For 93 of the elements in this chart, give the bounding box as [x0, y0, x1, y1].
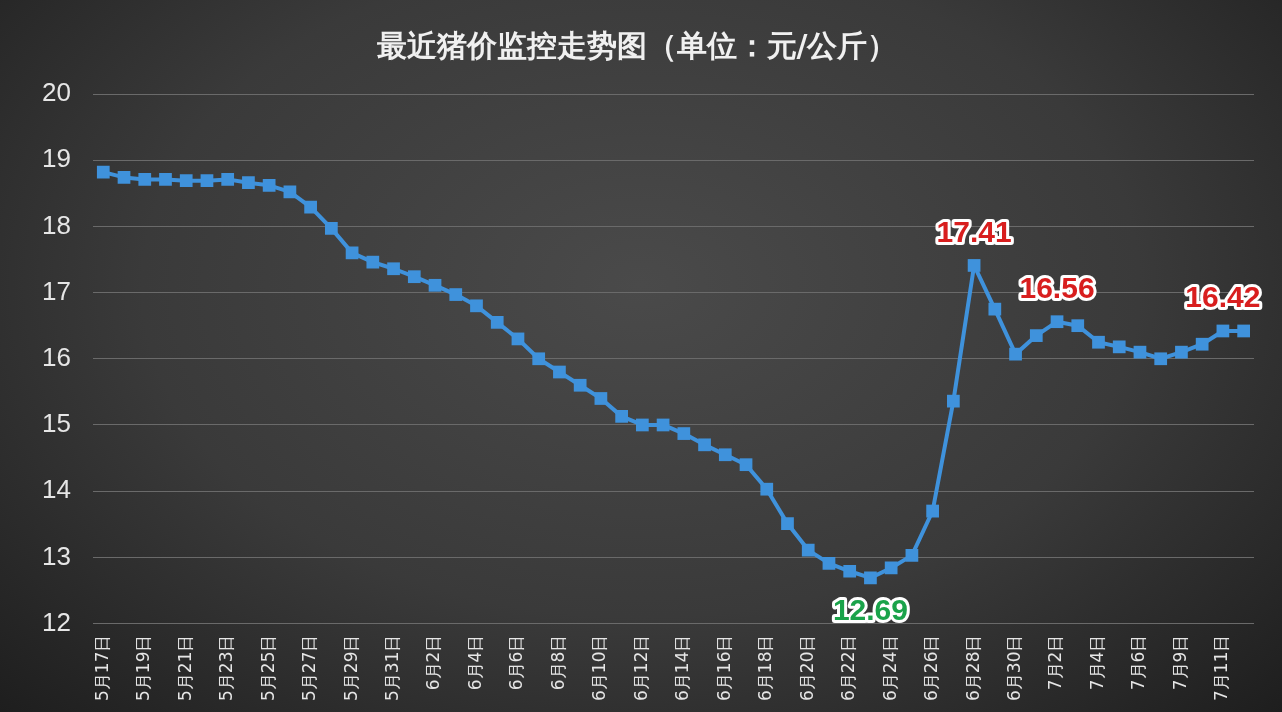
x-tick-label: 7月2日: [1045, 634, 1066, 691]
y-tick-label: 16: [42, 341, 71, 372]
x-tick-label: 7月9日: [1169, 634, 1190, 691]
y-tick-label: 20: [42, 77, 71, 108]
y-tick-label: 18: [42, 209, 71, 240]
point: [1133, 345, 1147, 359]
point: [594, 392, 608, 405]
x-tick-label: 5月29日: [340, 634, 361, 702]
x-tick-label: 5月27日: [299, 634, 320, 702]
x-tick-label: 6月26日: [921, 634, 942, 702]
point: [407, 270, 421, 284]
point: [117, 171, 131, 184]
y-tick-label: 19: [42, 143, 71, 174]
point: [905, 549, 919, 562]
point: [490, 316, 504, 329]
point: [1009, 347, 1022, 361]
point: [884, 561, 898, 575]
x-tick-label: 5月31日: [381, 634, 402, 702]
point: [760, 482, 774, 496]
x-tick-label: 6月20日: [796, 634, 817, 702]
point: [532, 352, 546, 366]
point: [242, 176, 255, 190]
point: [1175, 345, 1188, 359]
x-tick-label: 6月4日: [464, 634, 485, 691]
x-tick-label: 6月14日: [672, 634, 693, 702]
point: [470, 299, 483, 313]
point: [801, 543, 815, 557]
point: [926, 504, 939, 518]
point: [967, 259, 981, 272]
x-tick-label: 6月12日: [630, 634, 651, 702]
x-tick-label: 6月10日: [589, 634, 610, 702]
point: [636, 418, 649, 432]
chart-title: 最近猪价监控走势图（单位：元/公斤）: [376, 27, 898, 63]
data-label: 12.69: [832, 593, 908, 627]
point: [1154, 352, 1168, 366]
point: [677, 427, 691, 440]
x-tick-label: 6月24日: [879, 634, 900, 702]
point: [822, 556, 836, 570]
point: [947, 394, 960, 408]
point: [428, 278, 442, 292]
point: [988, 302, 1002, 316]
x-tick-label: 5月19日: [133, 634, 154, 702]
point: [138, 173, 152, 186]
point: [553, 365, 566, 379]
data-label: 16.42: [1185, 280, 1261, 314]
x-tick-label: 5月23日: [216, 634, 237, 702]
point: [262, 178, 276, 192]
point: [843, 564, 857, 578]
x-tick-label: 7月11日: [1211, 634, 1232, 702]
point: [449, 288, 463, 301]
point: [221, 173, 235, 186]
point: [781, 517, 794, 530]
x-tick-label: 7月4日: [1086, 634, 1107, 691]
x-tick-label: 6月16日: [713, 634, 734, 702]
point: [698, 438, 711, 452]
x-tick-label: 5月17日: [91, 634, 112, 702]
data-label: 16.56: [1019, 270, 1095, 304]
point: [1112, 340, 1126, 354]
x-tick-label: 6月18日: [755, 634, 776, 702]
point: [1092, 335, 1105, 349]
x-tick-label: 5月25日: [257, 634, 278, 702]
point: [739, 458, 753, 472]
point: [1071, 319, 1085, 333]
point: [1029, 329, 1043, 342]
y-tick-label: 13: [42, 540, 71, 571]
point: [304, 200, 317, 214]
x-tick-label: 6月22日: [838, 634, 859, 702]
point: [1050, 315, 1064, 329]
data-label: 17.41: [936, 214, 1012, 248]
y-tick-label: 15: [42, 408, 71, 439]
y-tick-label: 17: [42, 275, 71, 306]
point: [1237, 324, 1250, 338]
point: [366, 255, 380, 269]
point: [718, 448, 732, 462]
point: [324, 222, 338, 235]
point: [573, 378, 587, 392]
x-tick-label: 6月2日: [423, 634, 444, 691]
point: [159, 173, 172, 186]
point: [387, 262, 400, 276]
x-tick-label: 6月30日: [1003, 634, 1024, 702]
point: [179, 174, 193, 188]
point: [96, 165, 110, 179]
x-tick-label: 6月8日: [547, 634, 568, 691]
x-tick-label: 5月21日: [174, 634, 195, 702]
point: [1195, 337, 1209, 351]
x-tick-label: 6月28日: [962, 634, 983, 702]
point: [864, 571, 877, 585]
y-tick-label: 14: [42, 474, 71, 505]
y-tick-label: 12: [42, 606, 71, 637]
point: [615, 410, 628, 423]
point: [200, 174, 214, 188]
x-tick-label: 6月6日: [506, 634, 527, 691]
x-tick-label: 7月6日: [1128, 634, 1149, 691]
